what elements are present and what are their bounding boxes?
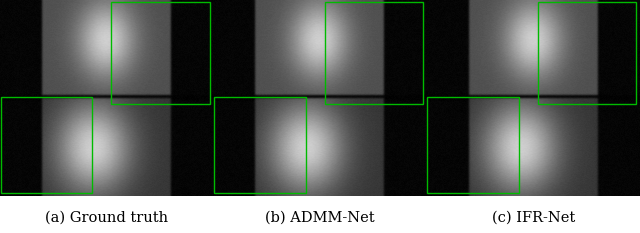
Bar [427,96,519,193]
Bar [214,96,305,193]
Bar [538,3,636,104]
Bar [111,3,209,104]
Text: (b) ADMM-Net: (b) ADMM-Net [265,210,375,224]
Bar [1,96,92,193]
Text: (c) IFR-Net: (c) IFR-Net [492,210,575,224]
Text: (a) Ground truth: (a) Ground truth [45,210,168,224]
Bar [324,3,423,104]
